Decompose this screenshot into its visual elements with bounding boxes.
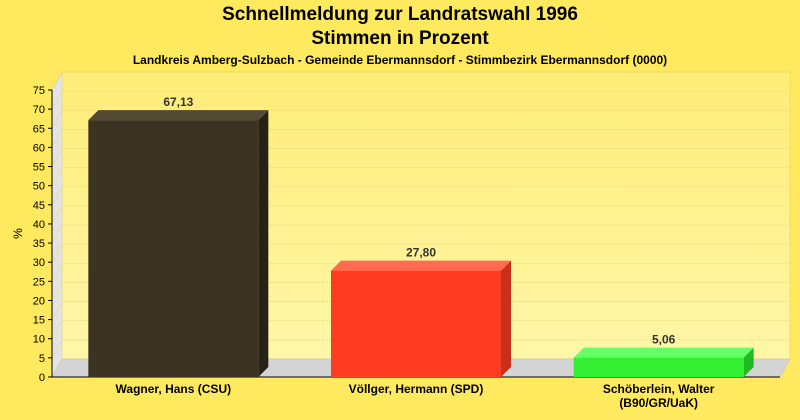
bar-front	[331, 270, 501, 377]
chart-title: Schnellmeldung zur Landratswahl 1996	[222, 4, 578, 25]
bar-value-label: 27,80	[406, 246, 436, 260]
y-axis-label: %	[11, 228, 25, 239]
grid-line	[51, 186, 790, 205]
grid-line	[51, 301, 790, 320]
y-tick-label: 60	[33, 142, 45, 154]
bar-top	[573, 347, 754, 358]
y-tick-label: 20	[33, 295, 45, 307]
plot-left-wall	[51, 70, 63, 379]
y-tick-label: 75	[33, 85, 45, 97]
grid-line	[51, 262, 790, 282]
y-tick-label: 35	[33, 238, 45, 250]
grid-line	[51, 148, 790, 167]
bar-3	[573, 347, 754, 377]
bar-side	[258, 110, 269, 377]
labels-group: 0 5 10 15 20 25 30 35 40 45 50 55 60 65 70 75% 67,13 Wagn…	[11, 85, 715, 410]
y-tick-label: 70	[33, 104, 45, 116]
grid-line	[51, 282, 790, 301]
grid-line	[51, 224, 790, 244]
bar-front	[88, 120, 259, 377]
y-tick-label: 10	[33, 334, 45, 346]
y-tick-label: 0	[39, 372, 45, 384]
bar-front	[573, 357, 744, 377]
bar-top	[88, 110, 269, 121]
grid-line	[51, 167, 790, 186]
bar-value-label: 5,06	[652, 333, 676, 347]
grid-line	[51, 129, 790, 148]
chart-subtitle: Stimmen in Prozent	[311, 28, 489, 49]
grid-line	[51, 205, 790, 225]
bar-side	[501, 260, 511, 377]
bar-side	[743, 347, 754, 377]
y-tick-label: 55	[33, 162, 45, 174]
y-tick-label: 5	[39, 353, 45, 365]
grid-line	[51, 339, 790, 359]
y-tick-label: 25	[33, 276, 45, 288]
x-category-label: Schöberlein, Walter	[603, 382, 715, 396]
bar-2	[331, 260, 511, 377]
y-tick-label: 50	[33, 181, 45, 193]
x-category-label: (B90/GR/UaK)	[619, 396, 698, 410]
grid-line	[51, 71, 790, 91]
x-category-label: Wagner, Hans (CSU)	[116, 382, 232, 396]
chart-caption: Landkreis Amberg-Sulzbach - Gemeinde Ebe…	[132, 53, 668, 67]
bar-top	[331, 260, 511, 271]
y-tick-label: 40	[33, 219, 45, 231]
y-tick-label: 30	[33, 257, 45, 269]
grid-line	[51, 109, 790, 129]
y-tick-label: 65	[33, 123, 45, 135]
grid-line	[51, 243, 790, 263]
bars-group	[88, 110, 754, 377]
grid-line	[51, 320, 790, 339]
bar-value-label: 67,13	[163, 95, 193, 109]
grid-line	[51, 90, 790, 110]
y-tick-label: 15	[33, 315, 45, 327]
x-category-label: Völlger, Hermann (SPD)	[349, 382, 484, 396]
y-tick-label: 45	[33, 200, 45, 212]
bar-1	[88, 110, 269, 377]
